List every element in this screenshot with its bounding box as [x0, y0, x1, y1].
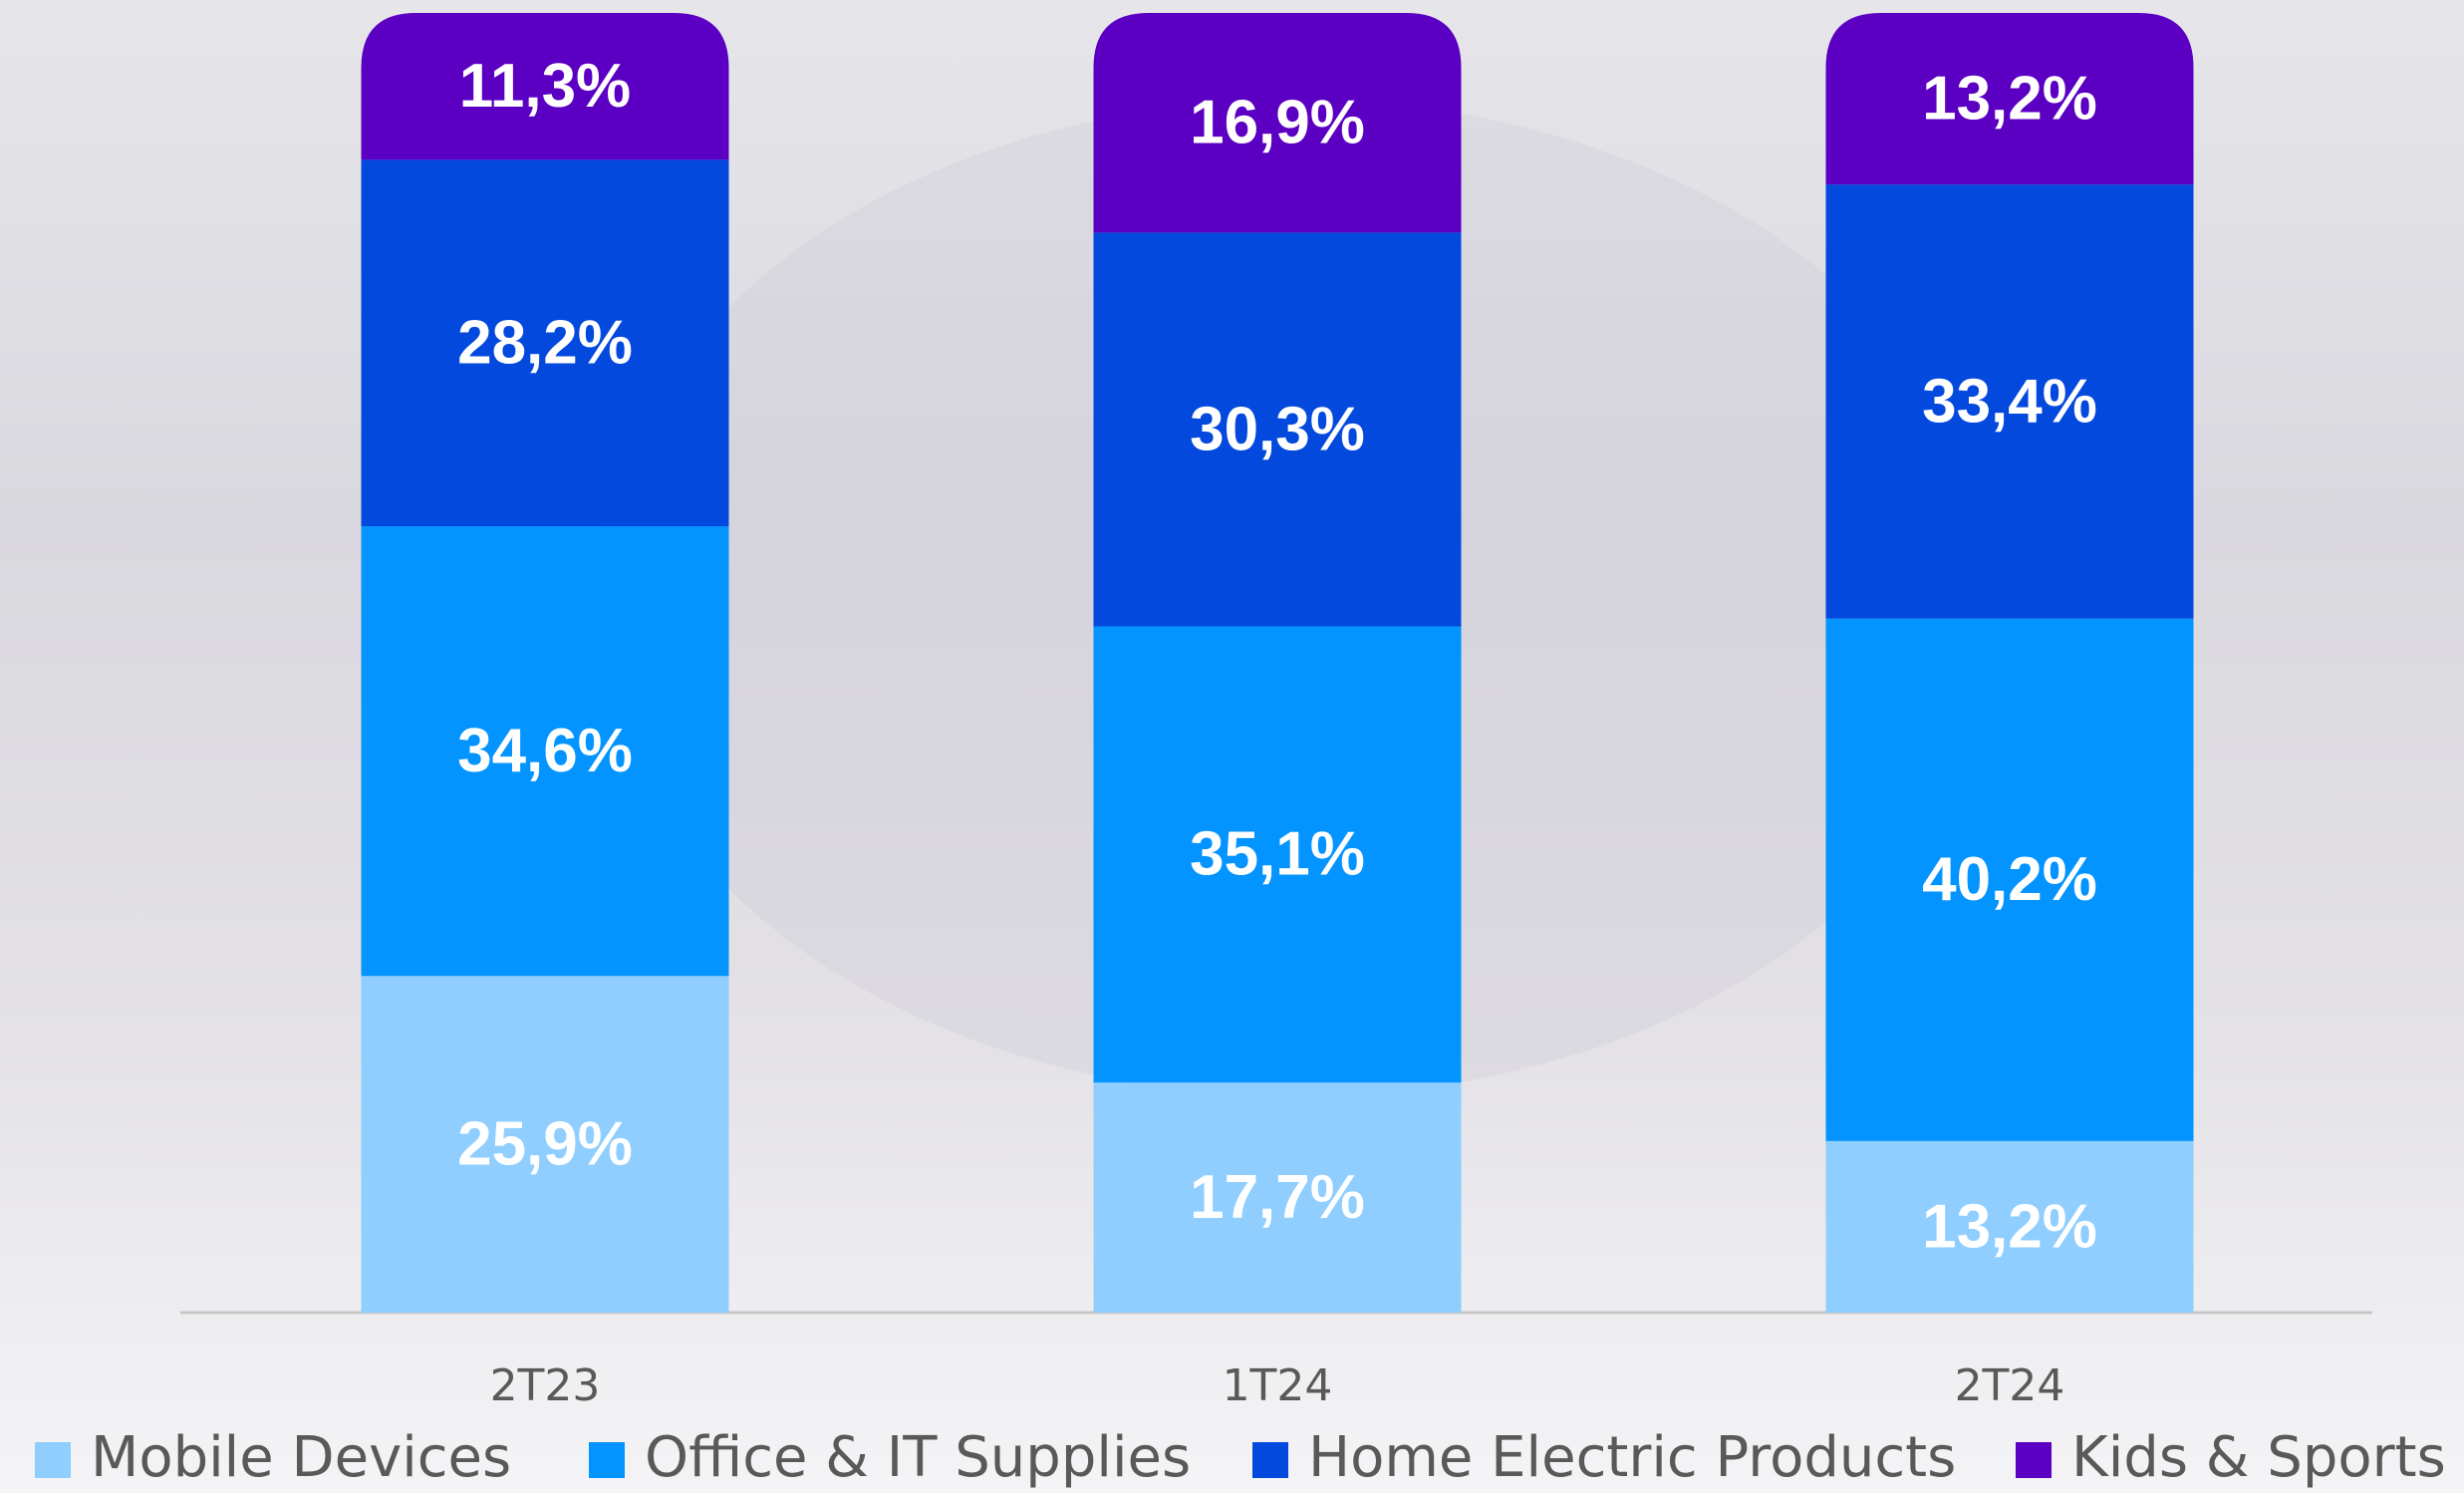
- data-label: 17,7%: [1190, 1163, 1365, 1232]
- bar-segment: [1825, 1140, 2194, 1313]
- bar-segment: [361, 159, 729, 527]
- legend-label: Kids & Sports: [2071, 1425, 2446, 1490]
- bar-segment: [361, 526, 729, 977]
- x-tick-label: 2T23: [490, 1360, 601, 1411]
- data-label: 33,4%: [1922, 367, 2097, 436]
- data-label: 13,2%: [1922, 64, 2097, 133]
- data-label: 30,3%: [1190, 395, 1365, 463]
- legend-label: Office & IT Supplies: [645, 1425, 1191, 1490]
- bar-segment: [1825, 13, 2194, 185]
- bar-segment: [1093, 1082, 1462, 1313]
- x-tick-label: 1T24: [1223, 1360, 1333, 1411]
- bar-segment: [361, 976, 729, 1313]
- bar-segment: [1825, 184, 2194, 619]
- bar-segment: [1093, 232, 1462, 627]
- bar-segment: [361, 13, 729, 160]
- data-label: 16,9%: [1190, 89, 1365, 157]
- data-label: 34,6%: [457, 717, 633, 785]
- bar-segment: [1093, 626, 1462, 1083]
- data-label: 28,2%: [457, 309, 633, 378]
- x-tick-label: 2T24: [1955, 1360, 2065, 1411]
- data-label: 35,1%: [1190, 820, 1365, 889]
- bar-segment: [1093, 13, 1462, 233]
- data-label: 25,9%: [457, 1110, 633, 1179]
- legend-swatch: [589, 1442, 625, 1478]
- legend-swatch: [35, 1442, 71, 1478]
- legend-swatch: [1252, 1442, 1288, 1478]
- legend-swatch: [2016, 1442, 2052, 1478]
- data-label: 13,2%: [1922, 1192, 2097, 1261]
- legend-label: Mobile Devices: [91, 1425, 511, 1490]
- legend-label: Home Electric Products: [1308, 1425, 1956, 1490]
- data-label: 40,2%: [1922, 845, 2097, 914]
- data-label: 11,3%: [459, 52, 631, 121]
- bar-segment: [1825, 618, 2194, 1141]
